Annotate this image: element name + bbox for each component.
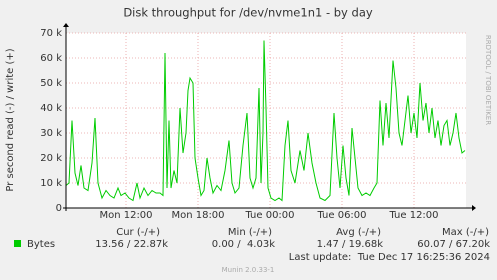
x-tick-label: Tue 12:00 [388, 210, 438, 221]
x-tick-label: Tue 06:00 [316, 210, 366, 221]
chart-title: Disk throughput for /dev/nvme1n1 - by da… [123, 6, 373, 20]
side-label: RRDTOOL / TOBI OETIKER [484, 35, 492, 125]
last-update: Last update: Tue Dec 17 16:25:36 2024 [289, 252, 490, 263]
x-tick-label: Tue 00:00 [244, 210, 294, 221]
y-tick-label: 0 [56, 203, 62, 214]
data-line [65, 40, 466, 202]
legend-entry: Bytes [27, 239, 55, 250]
x-axis-arrow [472, 205, 476, 211]
y-tick-label: 30 k [40, 128, 62, 139]
y-tick-label: 70 k [40, 28, 62, 39]
y-tick-label: 10 k [40, 178, 62, 189]
y-axis-arrow [63, 23, 69, 27]
table-cell: 13.56 / 22.87k [95, 239, 168, 250]
y-tick-label: 20 k [40, 153, 62, 164]
table-cell: 1.47 / 19.68k [313, 239, 383, 250]
y-tick-label: 40 k [40, 103, 62, 114]
legend-swatch [14, 240, 21, 247]
table-cell: 0.00 / 4.03k [209, 239, 276, 250]
footer: Munin 2.0.33-1 [222, 266, 275, 274]
y-axis-label: Pr second read (-) / write (+) [5, 48, 16, 191]
x-tick-label: Mon 18:00 [171, 210, 224, 221]
x-tick-label: Mon 12:00 [99, 210, 152, 221]
table-header: Max (-/+) [442, 227, 489, 238]
table-header: Avg (-/+) [336, 227, 381, 238]
y-tick-label: 50 k [40, 78, 62, 89]
table-header: Cur (-/+) [116, 227, 160, 238]
table-header: Min (-/+) [228, 227, 272, 238]
y-tick-label: 60 k [40, 53, 62, 64]
table-cell: 60.07 / 67.20k [417, 239, 490, 250]
